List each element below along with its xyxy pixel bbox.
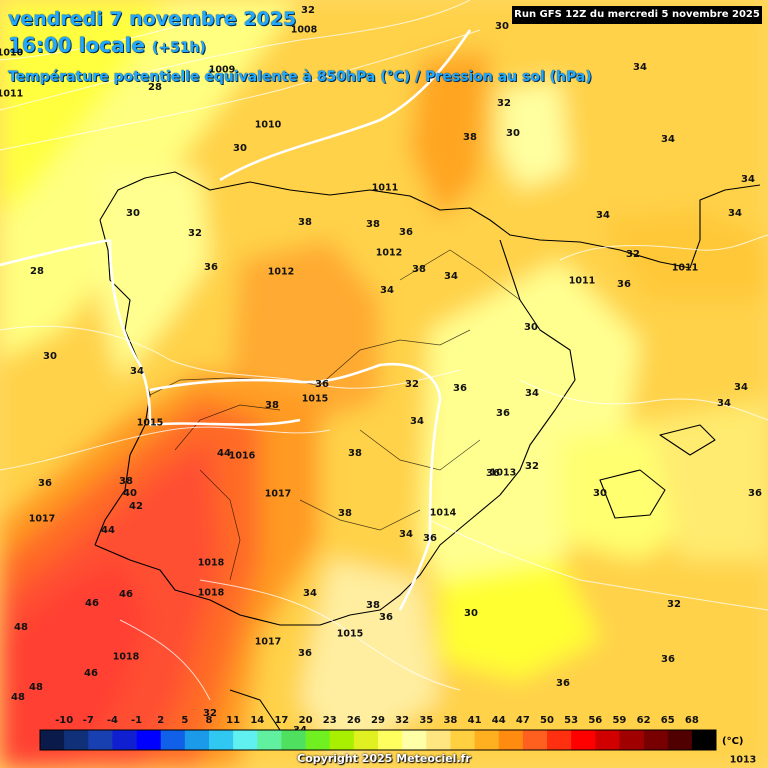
borders	[149, 249, 521, 581]
forecast-lead-time: (+51h)	[151, 40, 206, 56]
copyright-text: Copyright 2025 Meteociel.fr	[297, 752, 471, 765]
isobars	[0, 0, 768, 701]
legend-unit: (°C)	[722, 736, 744, 747]
run-info-badge: Run GFS 12Z du mercredi 5 novembre 2025	[512, 6, 762, 24]
forecast-hour: 16:00 locale (+51h)	[8, 33, 206, 57]
forecast-date: vendredi 7 novembre 2025	[8, 8, 297, 30]
variable-title: Température potentielle équivalente à 85…	[8, 69, 592, 85]
isobar-thick	[0, 29, 472, 611]
forecast-hour-text: 16:00 locale	[8, 33, 145, 57]
